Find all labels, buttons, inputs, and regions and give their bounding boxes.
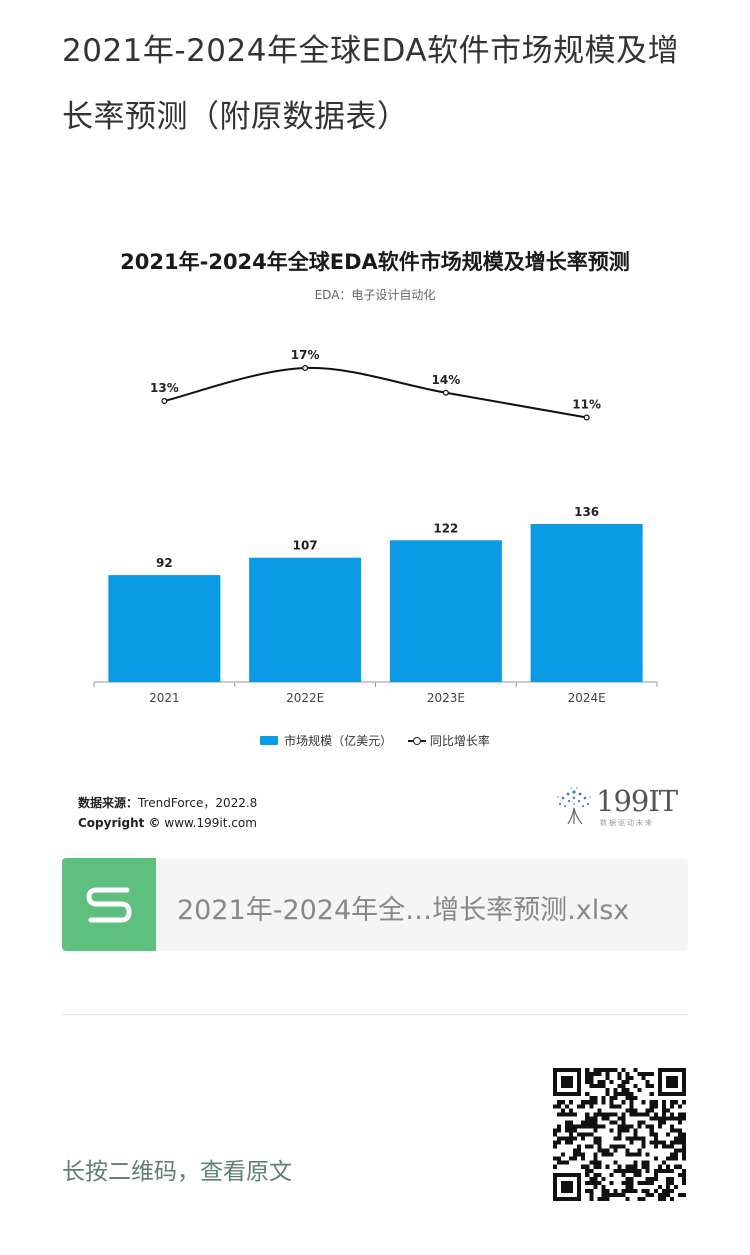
copyright-label: Copyright © (78, 816, 161, 830)
brand-dandelion-icon (557, 787, 591, 825)
legend-bar-swatch (260, 736, 279, 745)
brand-logo: 199IT 数据驱动未来 (552, 784, 682, 830)
growth-rate-line (164, 366, 587, 419)
chart-legend: 市场规模（亿美元） 同比增长率 (62, 732, 688, 749)
growth-rate-point (442, 389, 449, 396)
x-tick-label: 2021 (149, 691, 180, 705)
chart-canvas: 92 2021 107 2022E 122 2023E 136 2024E 13% 17% 14% 1… (93, 348, 658, 705)
attachment-file-name: 2021年-2024年全…增长率预测.xlsx (177, 895, 630, 926)
qr-code-icon[interactable] (553, 1068, 686, 1201)
bar-2022E (249, 557, 362, 682)
qr-prompt-text: 长按二维码，查看原文 (62, 1159, 292, 1185)
bar-data-label: 92 (156, 556, 173, 570)
growth-rate-label: 14% (432, 373, 461, 387)
growth-rate-point (583, 414, 590, 421)
source-label: 数据来源： (78, 796, 139, 810)
legend-line-swatch (407, 736, 426, 745)
section-divider (62, 1014, 688, 1015)
article-title: 2021年-2024年全球EDA软件市场规模及增长率预测（附原数据表） (62, 33, 680, 135)
brand-tagline: 数据驱动未来 (600, 819, 654, 827)
growth-rate-label: 13% (150, 381, 179, 395)
chart-image: 92 2021 107 2022E 122 2023E 136 2024E 13% 17% 14% 1… (62, 228, 688, 838)
x-tick-label: 2023E (427, 691, 465, 705)
x-tick-label: 2022E (286, 691, 324, 705)
legend-item-bar: 市场规模（亿美元） (260, 732, 392, 749)
legend-item-line: 同比增长率 (407, 732, 490, 749)
bar-2023E (389, 540, 502, 682)
chart-subtitle: EDA：电子设计自动化 (314, 288, 436, 302)
chart-source: 数据来源：TrendForce，2022.8 Copyright © www.1… (78, 793, 257, 833)
chart-title: 2021年-2024年全球EDA软件市场规模及增长率预测 (120, 250, 630, 274)
bar-data-label: 107 (293, 539, 318, 553)
legend-line-label: 同比增长率 (429, 734, 490, 748)
bar-2024E (530, 524, 643, 682)
spreadsheet-s-icon (62, 858, 156, 951)
growth-rate-label: 11% (572, 398, 601, 412)
growth-rate-point (161, 398, 168, 405)
legend-bar-label: 市场规模（亿美元） (284, 734, 393, 748)
brand-text: 199IT (596, 784, 678, 818)
bar-data-label: 122 (433, 521, 458, 535)
x-tick-label: 2024E (568, 691, 606, 705)
source-value: TrendForce，2022.8 (138, 796, 258, 810)
attachment-file-card[interactable]: 2021年-2024年全…增长率预测.xlsx (62, 858, 688, 951)
copyright-value: www.199it.com (164, 816, 257, 830)
bar-data-label: 136 (574, 505, 599, 519)
growth-rate-label: 17% (291, 348, 320, 362)
bar-2021 (108, 575, 221, 682)
growth-rate-point (302, 365, 309, 372)
